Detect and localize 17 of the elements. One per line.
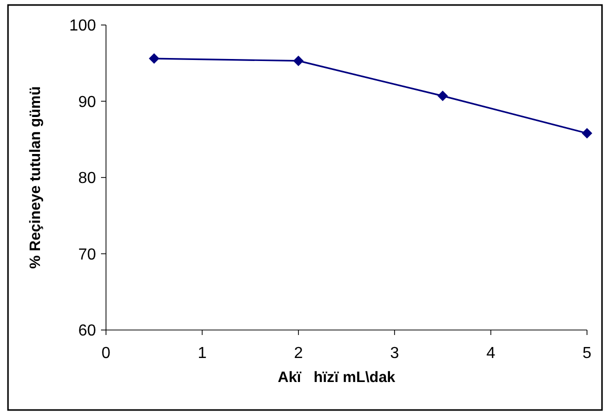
point bbox=[437, 90, 448, 102]
y-tick-label: 100 bbox=[69, 18, 96, 35]
point bbox=[148, 53, 160, 64]
x-tick-label: 1 bbox=[198, 345, 207, 362]
x-tick-label: 2 bbox=[294, 345, 303, 362]
y-tick-label: 90 bbox=[78, 94, 96, 111]
x-tick-label: 5 bbox=[582, 345, 592, 362]
x-tick-label: 3 bbox=[390, 345, 400, 362]
x-axis-title: Akï hïzï mL\dak bbox=[278, 369, 396, 386]
y-axis-title: % Reçineye tutulan gümü bbox=[27, 86, 44, 269]
point bbox=[582, 128, 592, 139]
y-tick-label: 60 bbox=[78, 322, 96, 340]
y-tick-label: 70 bbox=[78, 246, 96, 264]
y-tick-label: 80 bbox=[78, 170, 96, 188]
x-tick-label: 0 bbox=[102, 345, 111, 362]
x-tick-label: 4 bbox=[486, 345, 496, 362]
point bbox=[293, 56, 304, 66]
